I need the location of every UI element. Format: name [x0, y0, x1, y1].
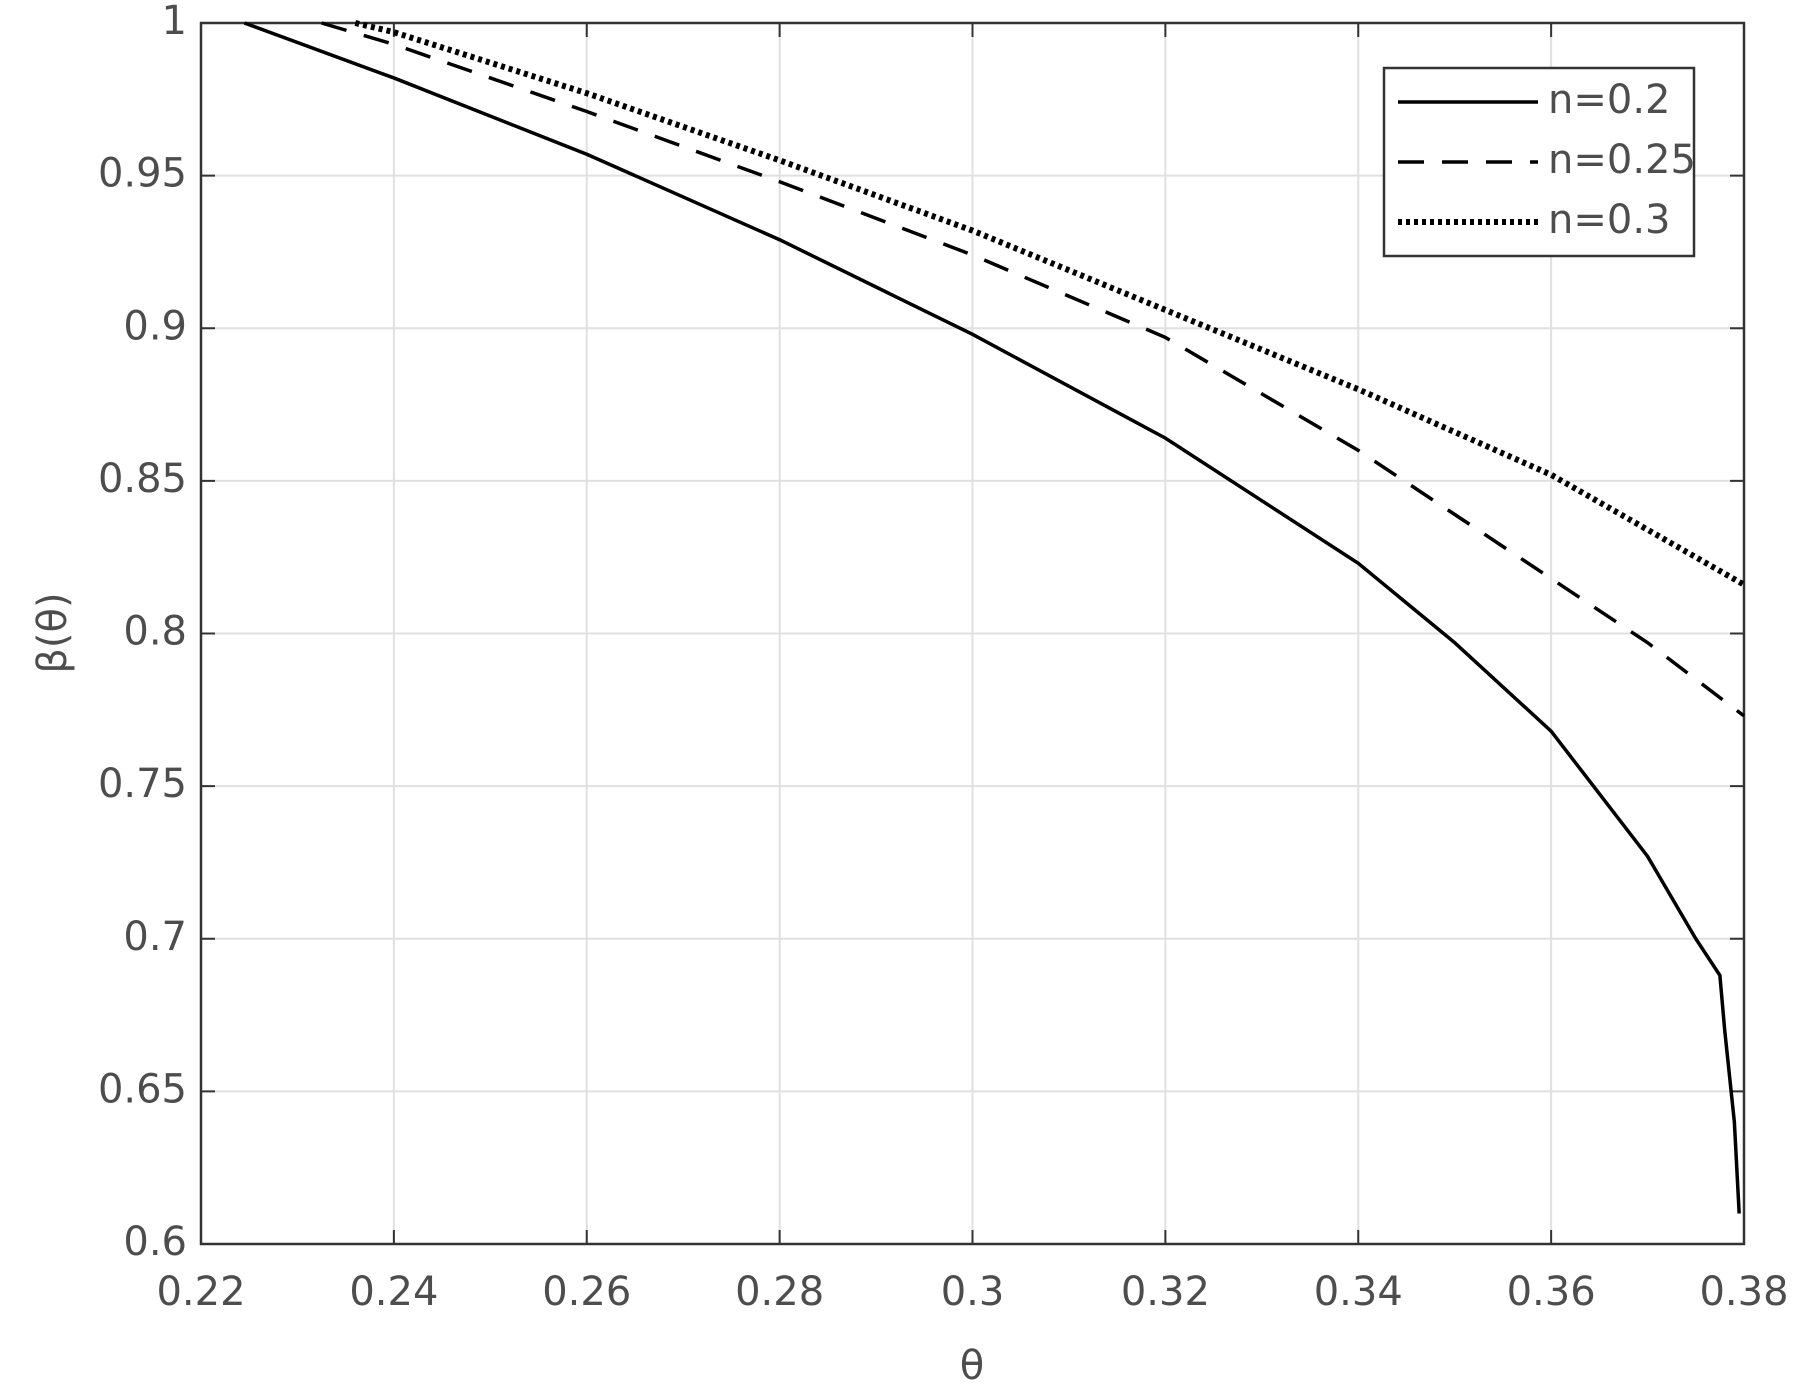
x-tick-label: 0.24 [349, 1269, 438, 1315]
legend-label: n=0.25 [1548, 137, 1696, 183]
y-tick-label: 0.6 [123, 1219, 187, 1265]
y-tick-label: 0.85 [98, 456, 187, 502]
x-tick-label: 0.26 [542, 1269, 631, 1315]
x-tick-label: 0.32 [1121, 1269, 1210, 1315]
legend-label: n=0.3 [1548, 197, 1670, 243]
y-tick-label: 0.7 [123, 914, 187, 960]
y-tick-label: 0.65 [98, 1066, 187, 1112]
x-tick-label: 0.38 [1699, 1269, 1788, 1315]
series-line [321, 21, 1746, 718]
x-tick-label: 0.3 [941, 1269, 1005, 1315]
legend-box [1382, 66, 1696, 258]
x-tick-label: 0.36 [1507, 1269, 1596, 1315]
plot-frame [199, 21, 1746, 1246]
y-tick-label: 0.8 [123, 609, 187, 655]
x-tick-label: 0.22 [156, 1269, 245, 1315]
series-line [243, 21, 1741, 1214]
series-line [354, 20, 1746, 588]
y-tick-label: 0.9 [123, 303, 187, 349]
x-axis-label: θ [960, 1343, 984, 1389]
x-tick-label: 0.28 [735, 1269, 824, 1315]
y-tick-label: 0.75 [98, 761, 187, 807]
y-tick-label: 0.95 [98, 151, 187, 197]
y-tick-label: 1 [162, 0, 187, 44]
x-tick-label: 0.34 [1314, 1269, 1403, 1315]
y-axis-label: β(θ) [30, 592, 76, 673]
legend-label: n=0.2 [1548, 77, 1670, 123]
